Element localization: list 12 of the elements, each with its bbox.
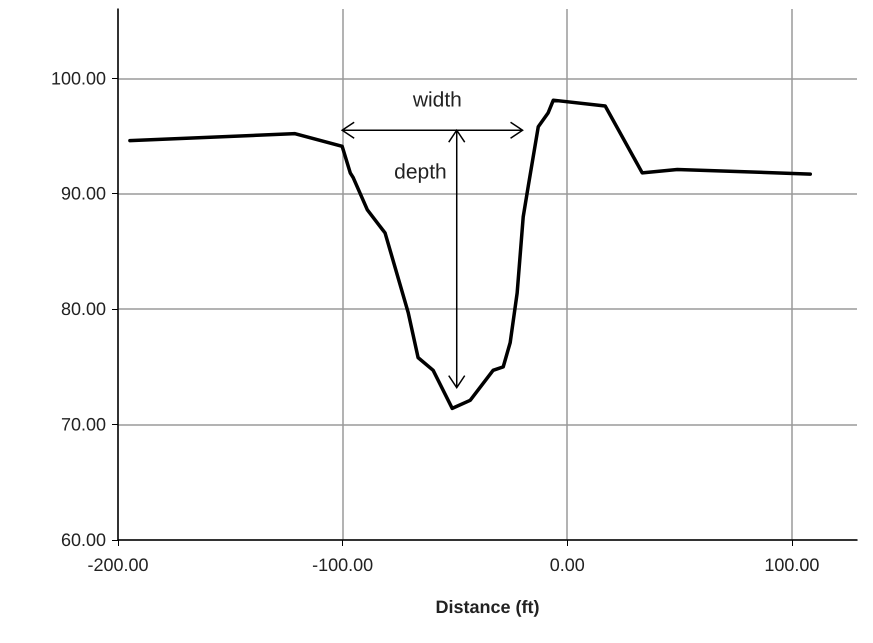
y-tick-label: 100.00 [50, 68, 106, 88]
y-tick-label: 80.00 [60, 299, 106, 320]
y-tick-label: 90.00 [60, 184, 106, 204]
annotation: depth [394, 160, 447, 184]
x-tick-label: -200.00 [87, 555, 149, 575]
x-tick-label: 100.00 [764, 555, 820, 575]
annotation: width [412, 88, 462, 112]
y-tick-label: 70.00 [60, 414, 106, 435]
y-tick-label: 60.00 [60, 530, 106, 550]
x-tick-label: 0.00 [550, 555, 585, 575]
x-axis-title: Distance (ft) [435, 597, 540, 617]
x-tick-label: -100.00 [312, 555, 374, 575]
